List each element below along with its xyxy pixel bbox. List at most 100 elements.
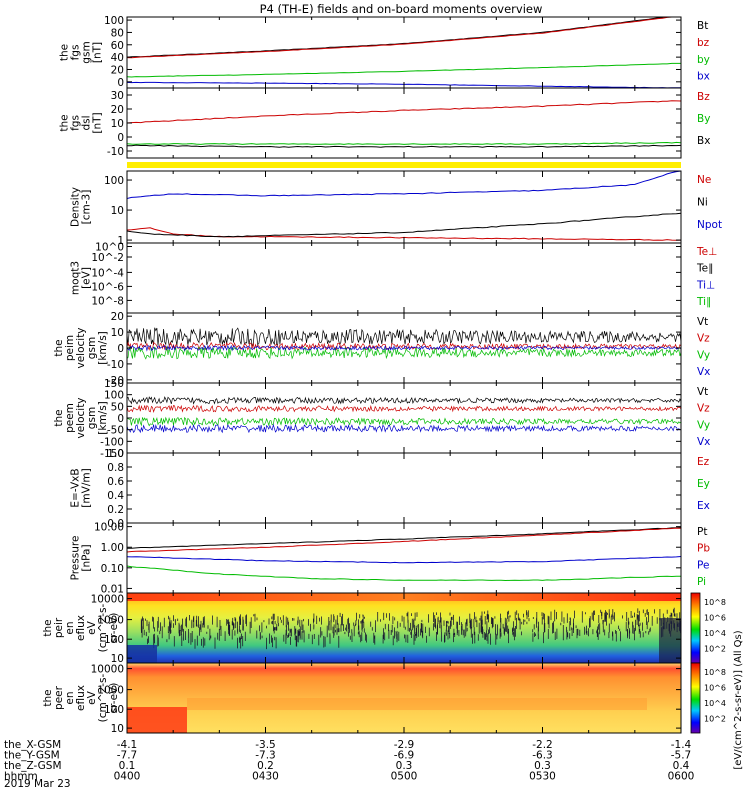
colorbar-unit-label: [eV/(cm^2-s-sr-eV)] (All Qs): [733, 630, 744, 769]
pressure-legend-1: Pb: [697, 543, 710, 555]
fgs_dsl-legend-1: By: [697, 113, 710, 125]
panel-peim_velocity: 20 10 0 -10 -20 the peim velocity gsm [km/s] Vt Vz V…: [53, 311, 710, 387]
efield-ytick-label-1: 0.8: [107, 462, 124, 474]
ephem-value-3-3: 0530: [529, 771, 556, 783]
ephem-value-0-2: 0.1: [119, 760, 136, 772]
fgs_gsm-ylabel-2: gsm: [81, 41, 93, 63]
ephem-value-2-3: 0500: [391, 771, 418, 783]
temperature-ylabel-1: [eV]: [81, 267, 93, 289]
peer_eflux-ylabel-2: en: [64, 691, 76, 704]
fgs_gsm-ytick-label-2: 60: [111, 40, 124, 52]
peem_velocity-ytick-label-1: 100: [104, 390, 124, 402]
peir-colorbar: [690, 592, 701, 664]
ephem-value-2-1: -6.9: [394, 750, 415, 762]
peer-colorbar-label-1: 10^6: [704, 684, 726, 693]
density-ytick-label-0: 100: [104, 175, 124, 187]
peim_velocity-ytick-label-0: 20: [111, 311, 124, 323]
pressure-legend-2: Pe: [697, 559, 709, 571]
fgs_dsl-ytick-label-1: 20: [111, 104, 124, 116]
pressure-series-0: [126, 527, 682, 549]
peem_velocity-ytick-label-0: 150: [104, 378, 124, 390]
temperature-ytick-label-1: 10^-2: [91, 252, 124, 264]
density-legend-2: Npot: [697, 219, 722, 231]
peem_velocity-ytick-label-2: 50: [111, 401, 124, 413]
peem_velocity-legend-1: Vz: [697, 403, 710, 415]
peir_eflux-ytick-label-3: 10: [111, 653, 124, 665]
fgs_gsm-series-2: [126, 62, 681, 78]
peir_eflux-ylabel-2: en: [64, 621, 76, 634]
ephem-value-0-0: -4.1: [117, 739, 138, 751]
pressure-frame: [126, 522, 682, 594]
peem_velocity-series-1: [126, 404, 682, 414]
peim_velocity-ylabel-3: gsm: [86, 337, 98, 359]
peim_velocity-ytick-label-1: 10: [111, 327, 124, 339]
peir_eflux-ylabel-5: (cm^2-s-: [97, 603, 109, 652]
efield-ytick-label-5: 0.0: [107, 518, 124, 530]
pressure-series-2: [126, 556, 682, 564]
peim_velocity-series-3: [126, 344, 682, 352]
pressure-series-1: [126, 527, 682, 553]
peem_velocity-legend-2: Vy: [697, 419, 710, 431]
efield-frame: [126, 452, 682, 524]
ephem-value-1-2: 0.2: [257, 760, 274, 772]
efield-legend-0: Ez: [697, 456, 710, 468]
fgs_gsm-legend-0: Bt: [697, 20, 708, 32]
efield-legend-1: Ey: [697, 478, 710, 490]
panel-temperature: 10^010^-2 10^-4 10^-6 10^-8 moqt3 [eV] Te⊥ Te∥ T…: [70, 242, 717, 314]
fgs_dsl-series-0: [126, 100, 682, 124]
fgs_dsl-series-2: [126, 144, 682, 148]
ephem-value-4-3: 0600: [668, 771, 695, 783]
temperature-legend-1: Te∥: [696, 263, 713, 275]
temperature-ylabel-0: moqt3: [70, 261, 82, 295]
peer_eflux-ylabel-3: eflux: [75, 685, 87, 711]
ephem-value-0-1: -7.7: [117, 750, 138, 762]
peir-low-energy-patch: [127, 645, 157, 663]
peem_velocity-ylabel-4: [km/s]: [97, 401, 109, 435]
peim_velocity-series-0: [126, 327, 682, 347]
peim_velocity-series-1: [126, 341, 682, 351]
pressure-ylabel-0: Pressure: [70, 536, 82, 581]
density-ytick-label-2: 1: [117, 235, 124, 247]
peer_eflux-ylabel-1: peer: [53, 685, 65, 710]
peir-colorbar-label-1: 10^6: [704, 614, 726, 623]
fgs_gsm-series-1: [126, 16, 681, 59]
efield-ytick-label-2: 0.6: [107, 476, 124, 488]
fgs_gsm-ytick-label-4: 20: [111, 65, 124, 77]
pressure-ytick-label-0: 10.00: [94, 522, 124, 534]
peer-low-energy-patch: [127, 707, 187, 733]
panel-density: 100 10 1 Density [cm-3] Ne Ni Npot: [70, 170, 722, 247]
fgs_dsl-frame: [126, 87, 682, 159]
ephem-value-4-2: 0.4: [673, 760, 690, 772]
fgs_gsm-ylabel-3: [nT]: [92, 42, 104, 63]
pressure-series-3: [126, 565, 682, 582]
peir_eflux-spectrogram: [127, 593, 681, 663]
peir_eflux-ytick-label-1: 1000: [97, 615, 124, 627]
temperature-ytick-label-4: 10^-8: [91, 295, 124, 307]
density-series-1: [126, 212, 682, 238]
peir-dark-band: [140, 607, 681, 650]
ephem-label-1: the_Y-GSM: [4, 750, 60, 762]
ephem-value-2-2: 0.3: [396, 760, 413, 772]
fgs_gsm-ytick-label-5: 0: [117, 77, 124, 89]
fgs_dsl-ytick-label-3: 0: [117, 132, 124, 144]
peem_velocity-ytick-label-4: -50: [107, 425, 124, 437]
pressure-legend-0: Pt: [697, 526, 707, 538]
peer_eflux-ylabel-6: sr-eV): [108, 683, 120, 714]
pressure-ytick-label-2: 0.10: [101, 563, 124, 575]
panel-pressure: 10.00 1.00 0.10 0.01 Pressure [nPa] Pt Pb Pe Pi: [70, 522, 711, 596]
peer_eflux-ytick-label-3: 10: [111, 723, 124, 735]
ephem-value-1-1: -7.3: [255, 750, 276, 762]
peim_velocity-legend-3: Vx: [697, 366, 710, 378]
peer_eflux-ytick-label-2: 100: [104, 704, 124, 716]
efield-ytick-label-4: 0.2: [107, 504, 124, 516]
temperature-legend-0: Te⊥: [696, 246, 717, 258]
plot-title: P4 (TH-E) fields and on-board moments ov…: [260, 2, 543, 16]
peim_velocity-ylabel-1: peim: [64, 335, 76, 361]
ephem-label-2: the_Z-GSM: [4, 760, 62, 772]
ephem-value-4-1: -5.7: [671, 750, 692, 762]
ephem-value-3-1: -6.3: [532, 750, 553, 762]
peir_eflux-ytick-label-2: 100: [104, 634, 124, 646]
pressure-ylabel-1: [nPa]: [81, 544, 93, 571]
peem_velocity-ylabel-2: velocity: [75, 397, 87, 438]
